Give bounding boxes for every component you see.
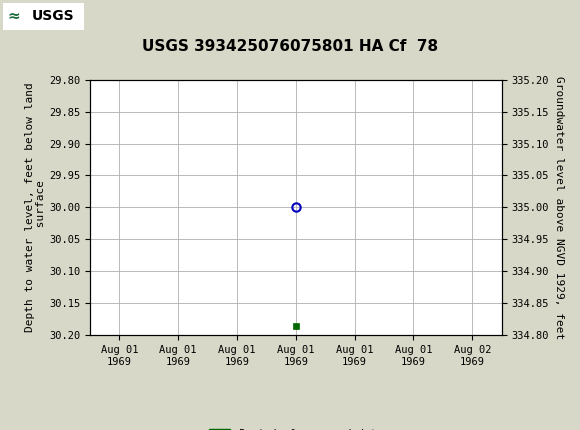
Text: USGS: USGS — [32, 9, 74, 24]
Text: ≈: ≈ — [7, 9, 20, 24]
Text: USGS 393425076075801 HA Cf  78: USGS 393425076075801 HA Cf 78 — [142, 40, 438, 55]
Legend: Period of approved data: Period of approved data — [205, 424, 386, 430]
Y-axis label: Groundwater level above NGVD 1929, feet: Groundwater level above NGVD 1929, feet — [554, 76, 564, 339]
Y-axis label: Depth to water level, feet below land
 surface: Depth to water level, feet below land su… — [24, 83, 46, 332]
Bar — [3, 3, 84, 31]
